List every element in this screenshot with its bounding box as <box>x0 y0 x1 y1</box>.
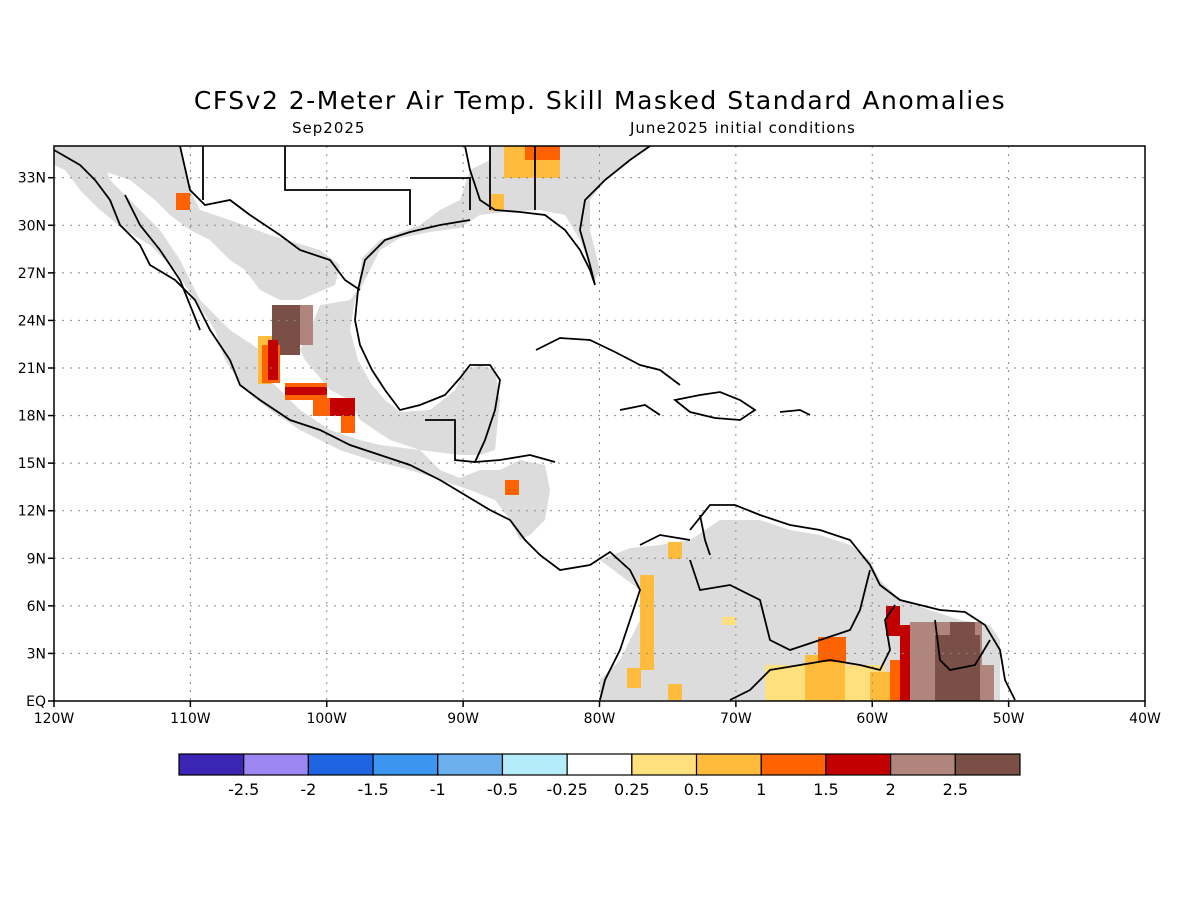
colorbar-label: -2.5 <box>228 780 259 799</box>
colorbar-label: -0.25 <box>546 780 587 799</box>
y-tick-label: 30N <box>18 218 46 234</box>
y-tick-label: 15N <box>18 456 46 472</box>
colorbar-label: 1 <box>756 780 766 799</box>
colorbar-swatch <box>501 753 568 776</box>
x-tick-label: 100W <box>306 711 347 727</box>
initial-conditions: June2025 initial conditions <box>630 119 856 137</box>
colorbar-swatch <box>695 753 762 776</box>
y-tick-label: 33N <box>18 171 46 187</box>
colorbar-label: 0.5 <box>684 780 709 799</box>
y-tick-label: 9N <box>27 551 46 567</box>
y-tick-label: 21N <box>18 361 46 377</box>
x-tick-label: 60W <box>856 711 888 727</box>
colorbar-swatch <box>437 753 504 776</box>
colorbar-swatch <box>760 753 827 776</box>
colorbar-label: 1.5 <box>813 780 838 799</box>
x-tick-label: 70W <box>720 711 752 727</box>
x-axis: 120W 110W 100W 90W 80W 70W 60W 50W 40W <box>34 701 1161 727</box>
colorbar-label: 2 <box>886 780 896 799</box>
colorbar-swatch <box>954 753 1021 776</box>
coastlines <box>54 146 1016 701</box>
x-tick-label: 50W <box>993 711 1025 727</box>
y-axis: EQ 3N 6N 9N 12N 15N 18N 21N 24N 27N 30N 33N <box>18 171 54 710</box>
x-tick-label: 40W <box>1129 711 1161 727</box>
colorbar-label: -1 <box>430 780 446 799</box>
y-tick-label: 18N <box>18 409 46 425</box>
y-tick-label: 12N <box>18 504 46 520</box>
y-tick-label: EQ <box>26 694 46 710</box>
y-tick-label: 3N <box>27 646 46 662</box>
colorbar-label: -2 <box>300 780 316 799</box>
colorbar-label: 2.5 <box>943 780 968 799</box>
chart-title: CFSv2 2-Meter Air Temp. Skill Masked Sta… <box>193 86 1007 115</box>
x-tick-label: 90W <box>447 711 479 727</box>
masked-land <box>54 146 1000 700</box>
colorbar-label: -0.5 <box>487 780 518 799</box>
colorbar: -2.5 -2 -1.5 -1 -0.5 -0.25 0.25 0.5 1 1.5 2 2.5 <box>178 753 1021 799</box>
map-field <box>54 146 1145 701</box>
anomaly-fill <box>176 146 994 701</box>
colorbar-swatch <box>631 753 698 776</box>
colorbar-swatch <box>372 753 439 776</box>
y-tick-label: 27N <box>18 266 46 282</box>
colorbar-label: -1.5 <box>357 780 388 799</box>
colorbar-swatch <box>307 753 374 776</box>
colorbar-swatch <box>890 753 956 776</box>
x-tick-label: 80W <box>584 711 616 727</box>
colorbar-swatch <box>566 753 633 776</box>
colorbar-swatch <box>178 753 245 776</box>
y-tick-label: 6N <box>27 599 46 615</box>
y-tick-label: 24N <box>18 313 46 329</box>
colorbar-swatch <box>825 753 892 776</box>
x-tick-label: 110W <box>170 711 211 727</box>
colorbar-label: 0.25 <box>614 780 650 799</box>
colorbar-swatch <box>243 753 309 776</box>
valid-month: Sep2025 <box>292 119 366 137</box>
x-tick-label: 120W <box>34 711 75 727</box>
